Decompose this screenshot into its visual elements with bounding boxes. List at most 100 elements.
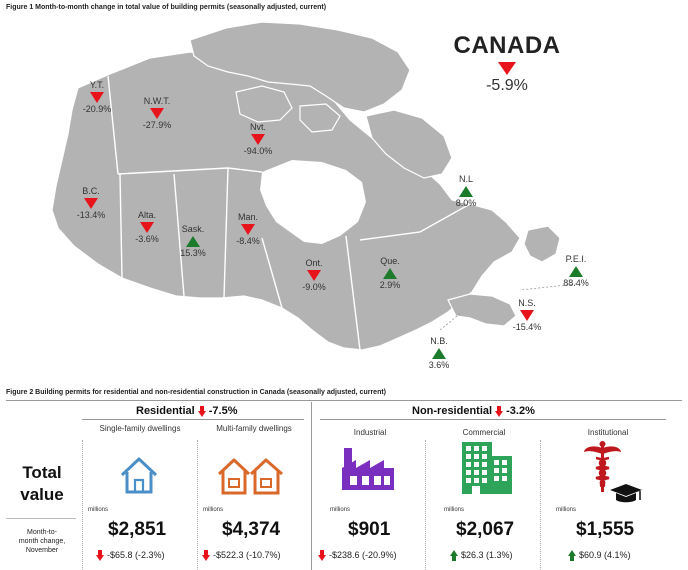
- province-change: 2.9%: [379, 280, 401, 290]
- hudson-bay: [260, 160, 366, 244]
- province-ns: N.S. -15.4%: [492, 298, 562, 333]
- province-change: -27.9%: [142, 120, 172, 130]
- up-arrow-icon: [459, 186, 473, 197]
- province-name: Alta.: [137, 210, 156, 220]
- province-name: Nvt.: [249, 122, 266, 132]
- divider: [6, 400, 682, 401]
- category-change: -$522.3 (-10.7%): [202, 550, 281, 562]
- province-alta: Alta. -3.6%: [112, 210, 182, 245]
- down-arrow-icon: [150, 108, 164, 119]
- section-divider: [311, 402, 312, 570]
- category-value: $1,555: [576, 519, 635, 540]
- province-change: 3.6%: [428, 360, 450, 370]
- province-change: 8.0%: [455, 198, 477, 208]
- office-building-icon: [462, 442, 512, 494]
- category-change-text: -$238.6 (-20.9%): [329, 550, 397, 560]
- down-arrow-icon: [202, 550, 210, 562]
- row-label-total-value: Total value: [6, 462, 78, 506]
- down-arrow-icon: [495, 405, 504, 417]
- category-change: $60.9 (4.1%): [568, 550, 631, 562]
- units-label: millions: [556, 507, 577, 513]
- down-arrow-icon: [241, 224, 255, 235]
- down-arrow-icon: [251, 134, 265, 145]
- province-yt: Y.T. -20.9%: [62, 80, 132, 115]
- province-man: Man. -8.4%: [213, 212, 283, 247]
- up-arrow-icon: [432, 348, 446, 359]
- down-arrow-icon: [84, 198, 98, 209]
- province-name: B.C.: [82, 186, 100, 196]
- province-bc: B.C. -13.4%: [56, 186, 126, 221]
- residential-label: Residential: [136, 405, 195, 417]
- house-icon: [120, 457, 158, 494]
- row-label-month-change: Month-to- month change, November: [4, 528, 80, 555]
- category-change-text: $26.3 (1.3%): [461, 550, 513, 560]
- canada-down-arrow-icon: [498, 62, 516, 75]
- category-change: -$65.8 (-2.3%): [96, 550, 165, 562]
- residential-change: -7.5%: [208, 405, 238, 417]
- category-change-text: -$65.8 (-2.3%): [107, 550, 165, 560]
- canada-map: [51, 21, 577, 351]
- category-name: Multi-family dwellings: [216, 424, 292, 433]
- province-name: Ont.: [305, 258, 323, 268]
- newfoundland-island: [523, 225, 561, 263]
- province-nb: N.B. 3.6%: [404, 336, 474, 371]
- up-arrow-icon: [568, 550, 576, 562]
- nonresidential-label: Non-residential: [412, 405, 493, 417]
- province-name: Man.: [237, 212, 258, 222]
- province-change: 88.4%: [563, 278, 589, 288]
- province-name: N.S.: [518, 298, 536, 308]
- province-name: Y.T.: [89, 80, 105, 90]
- province-change: -9.0%: [302, 282, 326, 292]
- units-label: millions: [203, 507, 224, 513]
- units-label: millions: [330, 507, 351, 513]
- province-change: -20.9%: [82, 104, 112, 114]
- down-arrow-icon: [140, 222, 154, 233]
- province-name: N.W.T.: [143, 96, 171, 106]
- factory-icon: [342, 448, 394, 490]
- canada-title: CANADA: [453, 32, 561, 59]
- figure2-title: Figure 2 Building permits for residentia…: [6, 389, 387, 396]
- province-change: -8.4%: [236, 236, 260, 246]
- province-change: -3.6%: [135, 234, 159, 244]
- category-change: $26.3 (1.3%): [450, 550, 513, 562]
- category-name: Commercial: [462, 428, 506, 437]
- province-name: Que.: [380, 256, 400, 266]
- province-name: Sask.: [181, 224, 205, 234]
- province-change: -94.0%: [243, 146, 273, 156]
- up-arrow-icon: [450, 550, 458, 562]
- province-ont: Ont. -9.0%: [279, 258, 349, 293]
- row-label-line: Month-to-: [27, 529, 57, 536]
- category-value: $2,067: [456, 519, 515, 540]
- nonresidential-underline: [320, 419, 666, 420]
- units-label: millions: [88, 507, 109, 513]
- category-value: $4,374: [222, 519, 281, 540]
- up-arrow-icon: [383, 268, 397, 279]
- down-arrow-icon: [96, 550, 104, 562]
- provincial-borders: [107, 75, 471, 351]
- province-change: -13.4%: [76, 210, 106, 220]
- province-que: Que. 2.9%: [355, 256, 425, 291]
- houses-icon: [217, 458, 283, 495]
- canada-change: -5.9%: [486, 77, 528, 94]
- province-name: N.L: [458, 174, 473, 184]
- arctic-islands: [189, 21, 411, 113]
- down-arrow-icon: [197, 405, 206, 417]
- province-nl: N.L 8.0%: [431, 174, 501, 209]
- baffin-island: [365, 109, 453, 179]
- row-label-line: month change,: [18, 538, 66, 545]
- down-arrow-icon: [90, 92, 104, 103]
- down-arrow-icon: [520, 310, 534, 321]
- units-label: millions: [444, 507, 465, 513]
- category-name: Single-family dwellings: [99, 424, 181, 433]
- nonresidential-change: -3.2%: [506, 405, 535, 417]
- province-name: P.E.I.: [565, 254, 587, 264]
- category-change-text: $60.9 (4.1%): [579, 550, 631, 560]
- residential-header: Residential -7.5%: [136, 405, 238, 417]
- province-name: N.B.: [430, 336, 448, 346]
- category-name: Institutional: [587, 428, 629, 437]
- category-value: $901: [348, 519, 391, 540]
- row-label-line: November: [25, 547, 59, 554]
- province-sask: Sask. 15.3%: [158, 224, 228, 259]
- up-arrow-icon: [186, 236, 200, 247]
- row-label-line: value: [20, 485, 64, 504]
